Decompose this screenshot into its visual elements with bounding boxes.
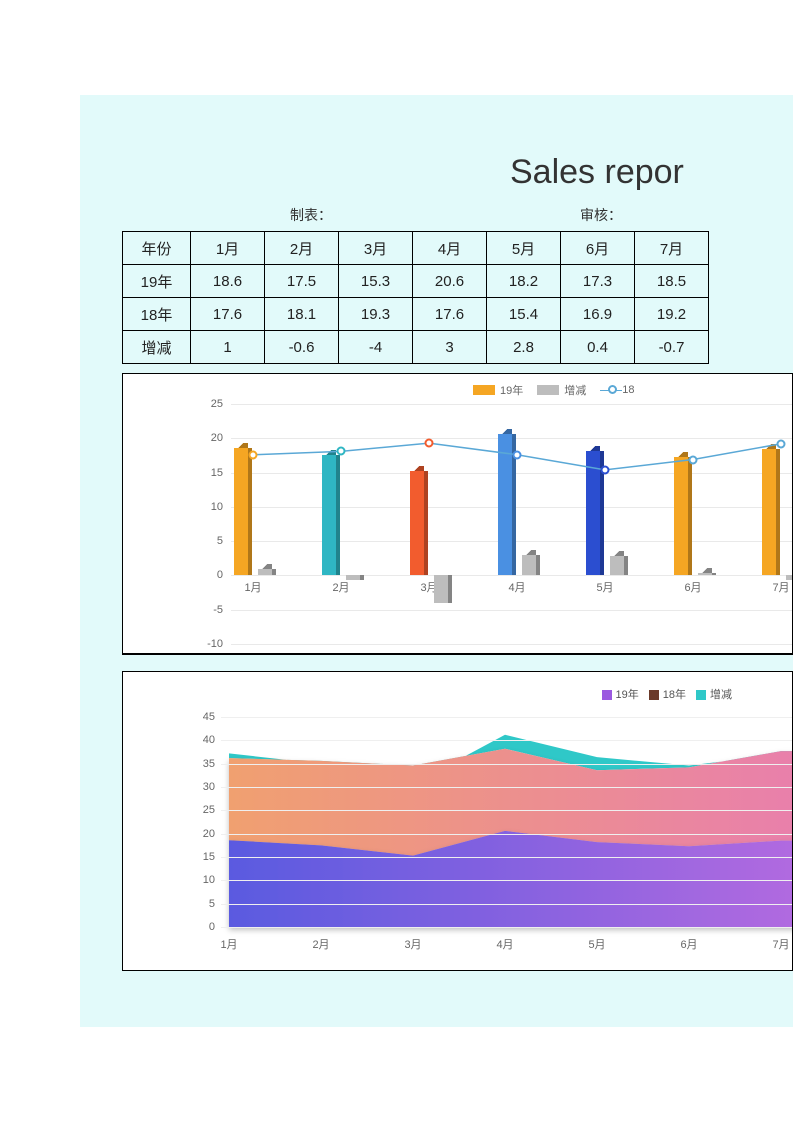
cell: 17.6 (413, 298, 487, 331)
sub-labels: 制表： 审核： (80, 205, 793, 227)
line-marker (777, 439, 786, 448)
cell: 17.6 (191, 298, 265, 331)
chart2-legend: 19年18年增减 (592, 686, 733, 702)
cell: 15.4 (487, 298, 561, 331)
report-panel: Sales repor 制表： 审核： 年份1月2月3月4月5月6月7月 19年… (80, 95, 793, 1027)
ytick-label: 5 (181, 898, 215, 910)
cell: -4 (339, 331, 413, 364)
cell: -0.6 (265, 331, 339, 364)
label-reviewer: 审核： (580, 205, 622, 225)
table-col-6: 6月 (561, 232, 635, 265)
x-category-label: 7月 (772, 936, 789, 952)
x-category-label: 3月 (404, 936, 421, 952)
ytick-label: 45 (181, 711, 215, 723)
gridline (221, 857, 793, 858)
cell: 17.5 (265, 265, 339, 298)
cell: 18.6 (191, 265, 265, 298)
chart2-plot: 051015202530354045 (181, 717, 793, 927)
line-marker (689, 455, 698, 464)
legend-item: 18 (600, 384, 634, 396)
legend-swatch (696, 690, 706, 700)
line-marker (513, 450, 522, 459)
gridline (221, 927, 793, 928)
table-col-0: 年份 (123, 232, 191, 265)
row-label: 19年 (123, 265, 191, 298)
gridline (221, 740, 793, 741)
table-col-1: 1月 (191, 232, 265, 265)
table-col-5: 5月 (487, 232, 561, 265)
bar-line-chart: 19年增减 18 -10-505101520251月2月3月4月5月6月7月 (122, 373, 793, 655)
cell: 18.2 (487, 265, 561, 298)
x-category-label: 4月 (496, 936, 513, 952)
line-marker (249, 450, 258, 459)
chart1-legend: 19年增减 18 (473, 382, 649, 398)
gridline (221, 717, 793, 718)
legend-item: 增减 (537, 382, 586, 398)
cell: 1 (191, 331, 265, 364)
gridline (231, 644, 793, 645)
line-marker (337, 447, 346, 456)
cell: 18.5 (635, 265, 709, 298)
table-header-row: 年份1月2月3月4月5月6月7月 (123, 232, 709, 265)
legend-swatch (602, 690, 612, 700)
cell: 15.3 (339, 265, 413, 298)
gridline (221, 880, 793, 881)
table-row: 增减1-0.6-432.80.4-0.7 (123, 331, 709, 364)
row-label: 18年 (123, 298, 191, 331)
x-category-label: 6月 (680, 936, 697, 952)
ytick-label: 0 (181, 921, 215, 933)
gridline (221, 834, 793, 835)
cell: 19.3 (339, 298, 413, 331)
gridline (221, 787, 793, 788)
table-col-2: 2月 (265, 232, 339, 265)
ytick-label: 15 (181, 851, 215, 863)
cell: 3 (413, 331, 487, 364)
ytick-label: 35 (181, 758, 215, 770)
chart2-x-axis: 1月 2月 3月 4月 5月 6月 7月 (181, 936, 793, 956)
legend-swatch (649, 690, 659, 700)
cell: 2.8 (487, 331, 561, 364)
ytick-label: 20 (181, 828, 215, 840)
x-category-label: 2月 (312, 936, 329, 952)
table-col-4: 4月 (413, 232, 487, 265)
line-marker (425, 439, 434, 448)
x-category-label: 1月 (220, 936, 237, 952)
legend-item: 19年 (473, 382, 523, 398)
table-col-3: 3月 (339, 232, 413, 265)
table-col-7: 7月 (635, 232, 709, 265)
label-preparer: 制表： (290, 205, 332, 225)
ytick-label: 25 (181, 804, 215, 816)
ytick-label: 10 (181, 874, 215, 886)
page-title: Sales repor (510, 153, 684, 192)
area-chart: 19年18年增减 0 5 10 15 20 25 30 35 40 45 1月 2月 3月 4月 5月 6月… (122, 671, 793, 971)
gridline (221, 810, 793, 811)
data-table: 年份1月2月3月4月5月6月7月 19年18.617.515.320.618.2… (122, 231, 709, 364)
x-category-label: 5月 (588, 936, 605, 952)
ytick-label: 30 (181, 781, 215, 793)
cell: 16.9 (561, 298, 635, 331)
cell: 19.2 (635, 298, 709, 331)
ytick-label: 40 (181, 734, 215, 746)
line-marker (601, 465, 610, 474)
cell: 0.4 (561, 331, 635, 364)
cell: 18.1 (265, 298, 339, 331)
chart1-plot: -10-505101520251月2月3月4月5月6月7月 (183, 404, 793, 644)
gridline (221, 904, 793, 905)
table-row: 18年17.618.119.317.615.416.919.2 (123, 298, 709, 331)
cell: -0.7 (635, 331, 709, 364)
table-row: 19年18.617.515.320.618.217.318.5 (123, 265, 709, 298)
gridline (221, 764, 793, 765)
cell: 20.6 (413, 265, 487, 298)
cell: 17.3 (561, 265, 635, 298)
row-label: 增减 (123, 331, 191, 364)
